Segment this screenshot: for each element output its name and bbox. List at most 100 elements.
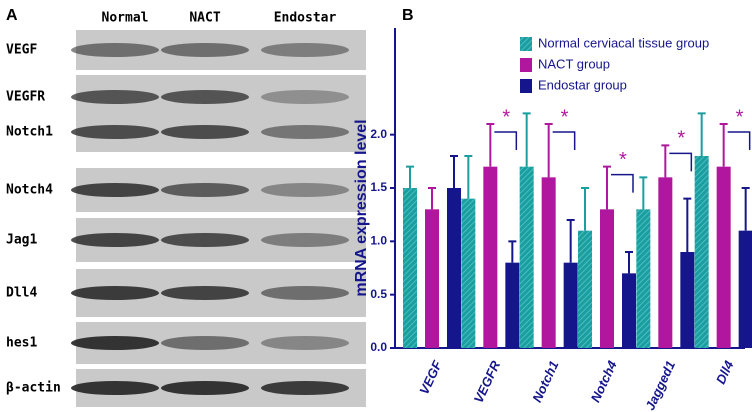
significance-mark: * bbox=[502, 106, 510, 128]
band bbox=[261, 381, 349, 395]
bar bbox=[563, 262, 578, 348]
error-bar bbox=[741, 187, 750, 231]
band bbox=[161, 90, 249, 104]
band bbox=[261, 183, 349, 197]
bar bbox=[461, 198, 476, 348]
legend-label: NACT group bbox=[538, 56, 610, 71]
bar bbox=[658, 177, 673, 348]
significance-mark: * bbox=[677, 128, 685, 150]
panel-label: B bbox=[402, 7, 414, 24]
band bbox=[261, 233, 349, 247]
significance-mark: * bbox=[561, 106, 569, 128]
panel-label: A bbox=[6, 7, 18, 24]
bar bbox=[519, 166, 534, 348]
column-label: Endostar bbox=[274, 11, 337, 26]
significance-bracket bbox=[669, 152, 693, 172]
bar bbox=[447, 188, 461, 348]
bar bbox=[622, 273, 636, 348]
error-bar bbox=[581, 187, 589, 231]
significance-mark: * bbox=[619, 149, 627, 171]
significance-bracket bbox=[494, 131, 518, 150]
error-bar bbox=[625, 251, 633, 274]
column-label: NACT bbox=[189, 11, 220, 26]
bar bbox=[425, 209, 439, 348]
band bbox=[71, 336, 159, 350]
error-bar bbox=[719, 123, 728, 167]
row-label: Notch4 bbox=[6, 183, 53, 198]
error-bar bbox=[428, 187, 436, 210]
row-label: Dll4 bbox=[6, 286, 37, 301]
y-tick-label: 0.0 bbox=[370, 340, 387, 354]
band bbox=[261, 125, 349, 139]
bar bbox=[694, 156, 709, 348]
x-tick-label: Dll4 bbox=[713, 358, 737, 387]
legend-swatch bbox=[520, 58, 532, 72]
error-bar bbox=[697, 112, 706, 156]
x-tick-label: VEGF bbox=[416, 357, 445, 396]
legend-swatch bbox=[520, 37, 532, 51]
bar bbox=[578, 230, 592, 348]
bar bbox=[483, 166, 498, 348]
bar bbox=[716, 166, 731, 348]
band bbox=[261, 43, 349, 57]
western-blot: Normal NACT Endostar VEGF VEGFR Notch1 Notch4 J… bbox=[6, 11, 366, 407]
band bbox=[71, 90, 159, 104]
band bbox=[161, 286, 249, 300]
error-bar bbox=[683, 197, 692, 252]
bar bbox=[738, 230, 752, 348]
error-bar bbox=[603, 165, 611, 210]
band bbox=[161, 381, 249, 395]
row-label: β-actin bbox=[6, 381, 61, 396]
error-bar bbox=[639, 176, 648, 210]
column-label: Normal bbox=[102, 11, 149, 26]
bar bbox=[636, 209, 651, 348]
x-tick-label: VEGFR bbox=[471, 358, 504, 405]
band bbox=[71, 43, 159, 57]
band bbox=[261, 286, 349, 300]
band bbox=[261, 90, 349, 104]
row-label: VEGFR bbox=[6, 90, 45, 105]
error-bar bbox=[486, 123, 495, 167]
significance-bracket bbox=[727, 131, 751, 150]
legend-label: Endostar group bbox=[538, 77, 627, 92]
y-tick-label: 1.5 bbox=[370, 180, 387, 194]
bar bbox=[403, 188, 417, 348]
y-axis-label: mRNA expression level bbox=[353, 119, 370, 296]
x-tick-label: Jagged1 bbox=[642, 358, 678, 412]
y-tick-label: 1.0 bbox=[370, 234, 387, 248]
legend-swatch bbox=[520, 79, 532, 93]
error-bar bbox=[566, 219, 575, 263]
y-tick-label: 2.0 bbox=[370, 127, 387, 141]
row-label: hes1 bbox=[6, 336, 37, 351]
bar bbox=[680, 252, 695, 348]
band bbox=[161, 183, 249, 197]
band bbox=[71, 381, 159, 395]
bar bbox=[541, 177, 556, 348]
legend-label: Normal cerviacal tissue group bbox=[538, 35, 709, 50]
error-bar bbox=[522, 112, 531, 167]
band bbox=[71, 183, 159, 197]
error-bar bbox=[661, 144, 670, 178]
x-tick-label: Notch1 bbox=[529, 358, 561, 404]
band bbox=[71, 286, 159, 300]
y-tick-label: 0.5 bbox=[370, 287, 387, 301]
row-label: Jag1 bbox=[6, 233, 37, 248]
significance-mark: * bbox=[736, 106, 744, 128]
error-bar bbox=[450, 155, 458, 188]
bar bbox=[600, 209, 614, 348]
error-bar bbox=[544, 123, 553, 178]
error-bar bbox=[406, 165, 414, 188]
band bbox=[161, 125, 249, 139]
significance-bracket bbox=[611, 173, 634, 193]
band bbox=[161, 233, 249, 247]
band bbox=[71, 233, 159, 247]
band bbox=[71, 125, 159, 139]
error-bar bbox=[508, 240, 517, 263]
significance-bracket bbox=[552, 131, 576, 150]
bar bbox=[505, 262, 520, 348]
band bbox=[161, 43, 249, 57]
row-label: Notch1 bbox=[6, 125, 53, 140]
error-bar bbox=[464, 155, 473, 199]
